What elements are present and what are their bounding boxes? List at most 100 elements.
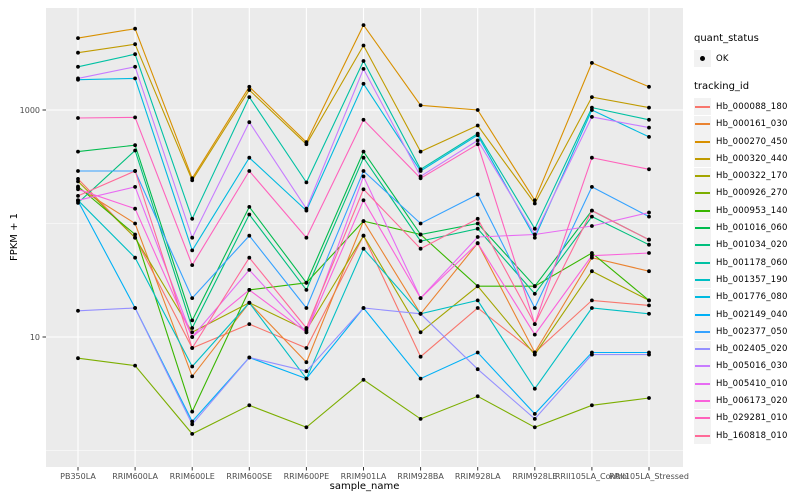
- legend-line-swatch: [695, 105, 710, 108]
- data-point: [247, 88, 252, 92]
- data-point: [304, 346, 309, 350]
- data-point: [76, 198, 80, 203]
- data-point: [304, 235, 309, 240]
- legend-item-label: Hb_160818_010: [716, 430, 788, 441]
- data-point: [475, 216, 480, 221]
- data-point: [475, 142, 480, 147]
- legend-item-label: Hb_029281_010: [716, 413, 788, 424]
- data-point: [532, 291, 537, 296]
- data-point: [247, 288, 252, 292]
- legend-item: Hb_000270_450: [694, 133, 798, 151]
- data-point: [590, 185, 594, 189]
- data-point: [647, 396, 651, 400]
- data-point: [133, 221, 138, 226]
- data-point: [190, 318, 195, 323]
- x-tick-label: RRIM600LA: [112, 472, 158, 481]
- legend-key: [694, 219, 711, 237]
- data-point: [418, 103, 423, 108]
- data-point: [532, 235, 537, 240]
- data-point: [133, 232, 138, 237]
- data-point: [418, 330, 423, 335]
- x-tick-label: RRIM600SE: [226, 472, 272, 481]
- data-point: [418, 311, 423, 316]
- data-point: [590, 251, 594, 255]
- x-tick-label: RRIM901LA: [341, 472, 387, 481]
- data-point: [190, 409, 195, 414]
- data-point: [647, 251, 651, 255]
- legend-key: [694, 254, 711, 272]
- data-point: [190, 296, 195, 300]
- legend-key: [694, 288, 711, 306]
- data-point: [76, 36, 80, 40]
- legend-key: [694, 357, 711, 375]
- legend-item-label: Hb_000322_170: [716, 171, 788, 182]
- data-point: [647, 84, 651, 89]
- data-point: [532, 198, 537, 203]
- data-point: [475, 221, 480, 226]
- legend-key: [694, 115, 711, 133]
- legend-item-label: Hb_000926_270: [716, 188, 788, 199]
- data-point: [304, 180, 309, 185]
- data-point: [475, 123, 480, 128]
- data-point: [532, 284, 537, 289]
- legend-key: [694, 133, 711, 151]
- legend-item-label: Hb_000953_140: [716, 205, 788, 216]
- data-point: [247, 300, 252, 305]
- data-point: [247, 268, 252, 272]
- data-point: [190, 263, 195, 267]
- legend-line-swatch: [695, 417, 710, 420]
- data-point: [190, 374, 195, 379]
- data-point: [247, 169, 252, 173]
- y-tick-label: 1000: [20, 106, 40, 115]
- data-point: [361, 169, 366, 173]
- legend-item-ok: OK: [694, 50, 798, 68]
- legend-item: Hb_001178_060: [694, 254, 798, 272]
- legend-item: Hb_000322_170: [694, 167, 798, 185]
- data-point: [532, 322, 537, 326]
- data-point: [647, 210, 651, 215]
- data-point: [361, 43, 366, 48]
- legend-key: [694, 427, 711, 445]
- legend-line-swatch: [695, 261, 710, 264]
- legend-item: Hb_001034_020: [694, 236, 798, 254]
- data-point: [361, 219, 366, 224]
- data-point: [247, 84, 252, 89]
- data-point: [361, 187, 366, 192]
- data-point: [475, 138, 480, 143]
- data-point: [475, 226, 480, 231]
- legend-item-label: Hb_000270_450: [716, 136, 788, 147]
- legend-item-label: Hb_005016_030: [716, 361, 788, 372]
- data-point: [190, 326, 195, 330]
- legend-line-swatch: [695, 434, 710, 437]
- data-point: [475, 133, 480, 138]
- legend-line-swatch: [695, 227, 710, 230]
- legend-item: Hb_000926_270: [694, 184, 798, 202]
- legend-item-label: OK: [716, 53, 729, 64]
- data-point: [247, 95, 252, 99]
- data-point: [647, 117, 651, 122]
- legend-item: Hb_005016_030: [694, 357, 798, 375]
- data-point: [133, 169, 138, 173]
- legend-key: [694, 392, 711, 410]
- legend-item-label: Hb_002377_050: [716, 326, 788, 337]
- x-tick-label: RRII105LA_Control: [555, 472, 629, 481]
- legend-key: [694, 50, 711, 68]
- legend-line-swatch: [695, 123, 710, 126]
- data-point: [361, 377, 366, 382]
- legend-item: Hb_000953_140: [694, 202, 798, 220]
- data-point: [133, 148, 138, 153]
- data-point: [475, 306, 480, 310]
- x-tick-label: RRIM928BA: [397, 472, 444, 481]
- legend-items: Hb_000088_180 Hb_000161_030 Hb_000270_450 H…: [694, 98, 798, 445]
- data-point: [418, 239, 423, 244]
- x-tick-label: RRIM928LA: [455, 472, 501, 481]
- data-point: [475, 241, 480, 246]
- data-point: [590, 155, 594, 160]
- data-point: [590, 253, 594, 258]
- data-point: [190, 422, 195, 427]
- data-point: [304, 326, 309, 330]
- data-point: [647, 237, 651, 242]
- data-point: [133, 26, 138, 31]
